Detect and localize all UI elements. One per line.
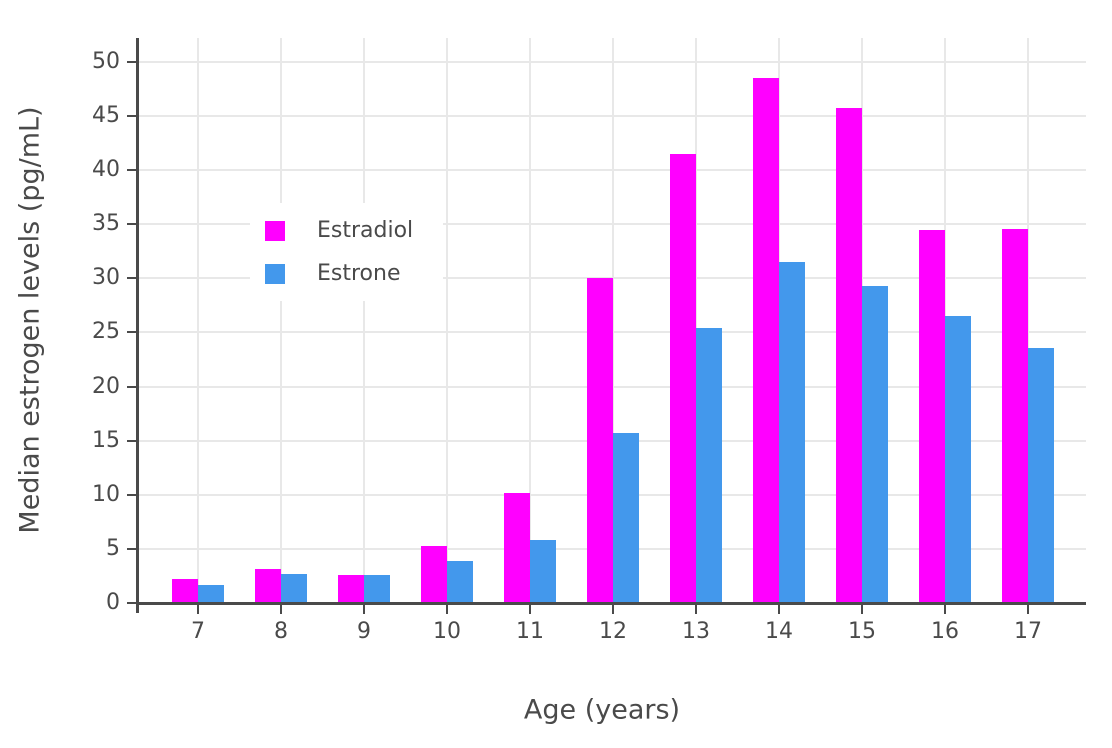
bar-estradiol-9[interactable] (338, 574, 364, 603)
x-tick-label-8: 8 (274, 619, 288, 644)
x-tick-7 (197, 605, 199, 614)
bar-estrone-11[interactable] (530, 540, 556, 603)
bar-estrone-7[interactable] (198, 584, 224, 603)
gridline-x-12 (612, 38, 614, 603)
y-tick-label-25: 25 (92, 319, 120, 345)
x-tick-13 (695, 605, 697, 614)
y-tick-label-40: 40 (92, 157, 120, 183)
y-tick-label-0: 0 (106, 590, 120, 615)
bar-estrone-16[interactable] (945, 316, 971, 603)
bar-estrone-15[interactable] (862, 285, 888, 603)
y-tick-15 (127, 439, 136, 442)
x-tick-label-15: 15 (848, 619, 876, 644)
y-tick-40 (127, 169, 136, 172)
y-tick-label-45: 45 (92, 102, 120, 128)
y-tick-35 (127, 223, 136, 226)
gridline-x-10 (446, 38, 448, 603)
y-tick-label-15: 15 (92, 427, 120, 453)
y-tick-30 (127, 277, 136, 280)
x-tick-15 (861, 605, 863, 614)
x-axis-title: Age (years) (523, 694, 681, 726)
x-tick-label-14: 14 (765, 619, 793, 644)
legend-swatch-estradiol (265, 220, 285, 241)
bar-estrone-13[interactable] (696, 328, 722, 603)
y-tick-label-35: 35 (92, 211, 120, 237)
bar-estrone-9[interactable] (364, 574, 390, 603)
bar-estradiol-7[interactable] (172, 579, 198, 603)
legend-label-estradiol: Estradiol (317, 218, 414, 243)
bar-estrone-10[interactable] (447, 560, 473, 603)
bar-estradiol-15[interactable] (836, 108, 862, 603)
x-tick-16 (944, 605, 946, 614)
y-axis-line (136, 38, 139, 613)
gridline-x-11 (529, 38, 531, 603)
y-tick-45 (127, 114, 136, 117)
y-tick-0 (127, 602, 136, 604)
y-tick-label-50: 50 (92, 48, 120, 74)
bar-estradiol-14[interactable] (753, 78, 779, 603)
x-tick-label-13: 13 (682, 619, 710, 644)
x-tick-11 (529, 605, 531, 614)
bar-estradiol-13[interactable] (670, 153, 696, 603)
y-tick-10 (127, 493, 136, 496)
x-tick-label-7: 7 (191, 619, 205, 644)
x-tick-label-10: 10 (433, 619, 461, 644)
y-tick-20 (127, 385, 136, 388)
legend-item-estradiol[interactable]: Estradiol (265, 215, 413, 246)
gridline-x-17 (1027, 38, 1029, 603)
x-tick-label-12: 12 (599, 619, 627, 644)
y-tick-5 (127, 547, 136, 550)
y-tick-50 (127, 60, 136, 63)
bar-estrone-17[interactable] (1028, 347, 1054, 603)
x-tick-10 (446, 605, 448, 614)
bar-estradiol-16[interactable] (919, 229, 945, 603)
y-axis-title: Median estrogen levels (pg/mL) (14, 106, 46, 534)
y-tick-25 (127, 331, 136, 334)
y-tick-label-30: 30 (92, 265, 120, 291)
x-tick-12 (612, 605, 614, 614)
bar-estrone-12[interactable] (613, 433, 639, 603)
gridline-x-7 (197, 38, 199, 603)
x-tick-label-9: 9 (357, 619, 371, 644)
gridline-x-8 (280, 38, 282, 603)
x-tick-14 (778, 605, 780, 614)
x-tick-17 (1027, 605, 1029, 614)
y-tick-label-5: 5 (106, 535, 120, 561)
x-tick-label-17: 17 (1014, 619, 1042, 644)
bar-estrone-14[interactable] (779, 262, 805, 603)
x-tick-9 (363, 605, 365, 614)
x-tick-label-11: 11 (516, 619, 544, 644)
bar-estrone-8[interactable] (281, 573, 307, 603)
legend: Estradiol Estrone (250, 203, 444, 301)
y-tick-label-10: 10 (92, 481, 120, 507)
legend-label-estrone: Estrone (317, 261, 401, 286)
bar-estradiol-17[interactable] (1002, 228, 1028, 603)
legend-item-estrone[interactable]: Estrone (265, 258, 413, 289)
x-axis-line (138, 602, 1086, 605)
bar-estradiol-12[interactable] (587, 278, 613, 603)
gridline-x-13 (695, 38, 697, 603)
plot-area: 0 5 10 15 20 25 30 35 40 45 50 7 8 9 10 11 12 13 14 15 16 17 (92, 38, 1086, 644)
bar-estradiol-10[interactable] (421, 545, 447, 603)
x-tick-label-16: 16 (931, 619, 959, 644)
gridline-x-9 (363, 38, 365, 603)
y-tick-label-20: 20 (92, 373, 120, 399)
bar-estradiol-8[interactable] (255, 569, 281, 603)
bar-estradiol-11[interactable] (504, 492, 530, 603)
x-tick-8 (280, 605, 282, 614)
legend-swatch-estrone (265, 263, 285, 284)
